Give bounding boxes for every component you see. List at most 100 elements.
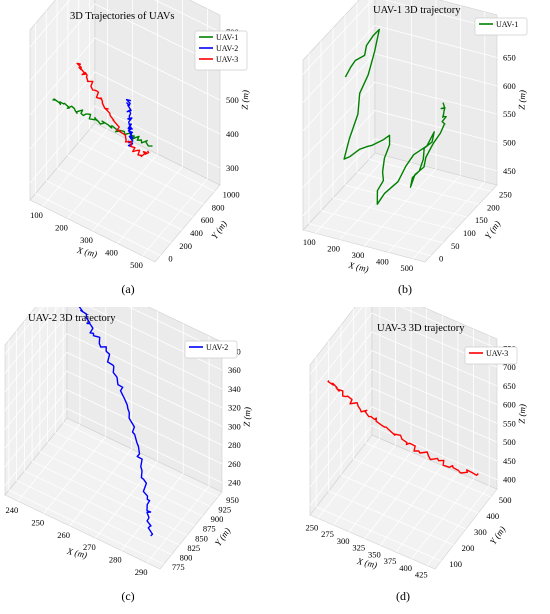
grid-line — [78, 141, 204, 205]
y-axis-label: Y (m) — [213, 526, 233, 548]
legend-box — [194, 30, 248, 71]
chart-svg: 1002003004005000501001502002504505005506… — [302, 0, 528, 296]
panel-caption: (a) — [121, 282, 134, 296]
grid-line — [4, 408, 223, 486]
x-tick-label: 100 — [30, 210, 43, 220]
grid-line — [388, 175, 461, 253]
grid-line — [344, 184, 468, 218]
series-line-uav-1 — [343, 28, 447, 205]
x-axis-label: X (m) — [347, 260, 370, 275]
y-tick-label: 100 — [449, 559, 462, 569]
z-tick-label: 500 — [226, 95, 239, 105]
grid-line — [17, 423, 81, 502]
z-tick-label: 260 — [228, 459, 241, 469]
z-axis-label: Z (m) — [517, 404, 528, 424]
grid-line — [4, 351, 223, 430]
x-tick-label: 425 — [415, 570, 428, 580]
series-line-uav-3 — [76, 62, 150, 158]
grid-line — [309, 425, 498, 506]
x-tick-label: 400 — [376, 256, 389, 266]
grid-line — [340, 474, 467, 530]
y-tick-label: 0 — [168, 254, 172, 264]
y-tick-label: 200 — [487, 202, 500, 212]
y-tick-label: 200 — [179, 241, 192, 251]
grid-line — [35, 193, 161, 256]
grid-line — [328, 490, 454, 546]
x-tick-label: 500 — [130, 260, 143, 270]
grid-line — [353, 458, 479, 514]
chart-title: UAV-3 3D trajectory — [377, 323, 465, 334]
z-tick-label: 400 — [226, 129, 239, 139]
y-tick-label: 100 — [463, 228, 476, 238]
grid-line — [24, 470, 180, 546]
x-tick-label: 200 — [327, 244, 340, 254]
x-tick-label: 350 — [368, 549, 381, 559]
chart-title: UAV-1 3D trajectory — [373, 5, 461, 16]
grid-line — [142, 178, 208, 257]
z-tick-label: 340 — [228, 384, 241, 394]
z-axis-label: Z (m) — [517, 90, 528, 110]
legend-box — [464, 346, 518, 365]
x-tick-label: 200 — [55, 223, 68, 233]
grid-line — [320, 210, 444, 244]
grid-line — [4, 314, 223, 393]
legend-box — [474, 17, 528, 36]
y-tick-label: 800 — [180, 553, 193, 563]
grid-line — [55, 432, 211, 507]
x-tick-label: 250 — [31, 518, 44, 528]
panel-caption: (c) — [121, 589, 134, 603]
y-tick-label: 500 — [499, 495, 512, 505]
x-axis-label: X (m) — [65, 546, 88, 561]
grid-line — [339, 162, 412, 240]
grid-line — [42, 128, 108, 207]
grid-line — [368, 159, 492, 192]
series-line-uav-3 — [327, 380, 479, 477]
z-axis-label: Z (m) — [242, 407, 253, 427]
grid-line — [314, 155, 388, 234]
grid-line — [316, 506, 442, 562]
z-tick-label: 400 — [503, 475, 516, 485]
chart-title: UAV-2 3D trajectory — [28, 313, 116, 324]
grid-line — [363, 168, 437, 247]
x-tick-label: 325 — [352, 543, 365, 553]
y-tick-label: 825 — [187, 543, 200, 553]
x-axis-label: X (m) — [355, 556, 378, 571]
grid-line — [4, 333, 223, 411]
y-tick-label: 400 — [486, 511, 499, 521]
grid-line — [46, 180, 172, 244]
z-tick-label: 300 — [226, 163, 239, 173]
x-tick-label: 300 — [80, 235, 93, 245]
grid-line — [29, 37, 221, 116]
legend-label: UAV-2 — [216, 44, 238, 53]
x-tick-label: 250 — [305, 522, 318, 532]
grid-line — [309, 368, 498, 450]
grid-line — [16, 480, 172, 555]
x-tick-label: 260 — [57, 530, 70, 540]
y-tick-label: 925 — [218, 504, 231, 514]
grid-line — [309, 387, 498, 469]
y-tick-label: 150 — [475, 215, 488, 225]
z-tick-label: 240 — [228, 478, 241, 488]
grid-line — [8, 489, 165, 565]
x-axis-label: X (m) — [75, 245, 98, 260]
panel-c: 240 250 260 270 280 290 775 800 825 850 875 900 925 9… — [0, 307, 275, 614]
y-tick-label: 875 — [203, 524, 216, 534]
x-tick-label: 275 — [321, 529, 334, 539]
grid-line — [89, 129, 215, 192]
grid-line — [95, 460, 158, 539]
grid-line — [29, 71, 221, 150]
grid-line — [332, 197, 456, 231]
x-tick-label: 100 — [303, 237, 316, 247]
y-axis-label: Y (m) — [488, 524, 508, 546]
z-tick-label: 600 — [503, 81, 516, 91]
grid-line — [365, 442, 491, 498]
z-tick-label: 550 — [503, 418, 516, 428]
legend-label: UAV-1 — [216, 33, 238, 42]
z-tick-label: 450 — [503, 166, 516, 176]
panel-a: 100 200 300 400 500 0 200 400 600 800 1000 300 400 50… — [0, 0, 275, 307]
z-tick-label: 600 — [503, 400, 516, 410]
grid-line — [69, 448, 132, 527]
grid-line — [62, 422, 219, 498]
x-tick-label: 280 — [109, 555, 122, 565]
panel-d: 250 275 300 325 350 375 400 425 100 200 300 400 500 4… — [275, 307, 550, 614]
